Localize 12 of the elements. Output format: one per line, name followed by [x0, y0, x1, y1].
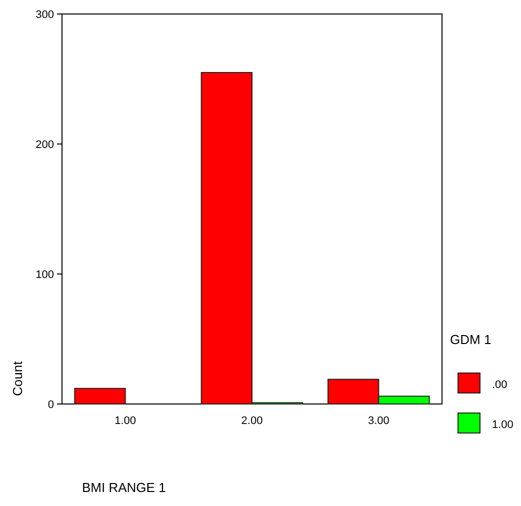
x-axis-title: BMI RANGE 1: [82, 480, 166, 495]
legend-title: GDM 1: [450, 332, 492, 347]
x-tick-label: 3.00: [368, 415, 390, 427]
y-tick-label: 100: [36, 268, 54, 281]
y-axis-title: Count: [10, 360, 25, 396]
y-tick-label: 200: [36, 138, 54, 151]
y-tick-label: 300: [36, 8, 54, 21]
y-tick-label: 0: [48, 398, 54, 411]
legend-label: .00: [492, 379, 508, 391]
x-tick-label: 2.00: [241, 415, 263, 427]
bar: [74, 388, 126, 404]
x-tick-label: 1.00: [114, 415, 136, 427]
